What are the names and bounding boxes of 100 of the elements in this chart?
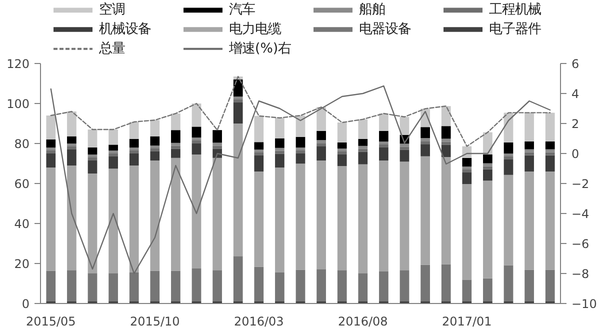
bar: [171, 158, 180, 271]
bar: [316, 140, 326, 144]
bar: [67, 146, 76, 150]
bar: [545, 152, 555, 156]
bar: [129, 154, 139, 166]
bar: [88, 154, 98, 158]
bar: [171, 148, 180, 158]
bar: [441, 106, 451, 126]
bar: [129, 150, 139, 154]
legend-label: 电器设备: [359, 22, 411, 37]
bar: [233, 102, 243, 124]
bar: [337, 152, 347, 154]
bar: [46, 150, 56, 154]
bar: [275, 150, 284, 154]
bar: [108, 144, 118, 150]
bar: [254, 150, 264, 152]
bar: [400, 162, 410, 270]
bar: [67, 150, 76, 166]
bar: [337, 148, 347, 152]
bar: [462, 166, 472, 170]
bar: [67, 136, 76, 144]
bar: [171, 114, 180, 130]
y2-tick-label: −8: [572, 267, 590, 281]
bar: [379, 160, 388, 272]
bar: [337, 154, 347, 166]
bar: [441, 142, 451, 145]
bar: [462, 170, 472, 172]
bar: [316, 143, 326, 146]
bar: [379, 130, 388, 142]
bar: [129, 148, 139, 150]
bar: [483, 154, 492, 164]
bar: [400, 116, 410, 135]
bar: [67, 112, 76, 136]
bar: [358, 152, 368, 164]
bar: [129, 138, 139, 148]
bar: [524, 172, 534, 270]
bar: [462, 158, 472, 166]
y-tick-label: 0: [22, 297, 30, 311]
x-tick-label: 2015/05: [26, 314, 76, 328]
bar: [316, 107, 326, 131]
bar: [150, 152, 160, 160]
bar: [420, 138, 430, 142]
bar: [192, 144, 202, 154]
bar: [233, 96, 243, 100]
bar: [337, 166, 347, 270]
bar: [296, 150, 306, 154]
bar: [441, 138, 451, 142]
y2-tick-label: 4: [572, 87, 580, 101]
bar: [88, 174, 98, 274]
y-tick-label: 120: [6, 57, 30, 71]
bar: [88, 130, 98, 148]
x-tick-label: 2016/03: [234, 314, 284, 328]
bar: [150, 120, 160, 136]
bar: [358, 146, 368, 149]
bar: [316, 146, 326, 160]
bar: [316, 130, 326, 140]
bar: [462, 172, 472, 184]
bar: [400, 146, 410, 150]
bar: [483, 163, 492, 166]
y2-tick-label: 6: [572, 57, 580, 71]
bar: [420, 141, 430, 144]
bar: [212, 130, 222, 143]
y2-tick-label: −4: [572, 207, 590, 221]
bar: [358, 138, 368, 146]
bar: [524, 142, 534, 150]
bar: [358, 164, 368, 274]
legend-label: 机械设备: [99, 22, 151, 37]
legend-label: 空调: [99, 2, 125, 18]
bar: [545, 155, 555, 172]
bar: [254, 172, 264, 267]
bar: [171, 142, 180, 146]
y2-tick-label: −2: [572, 177, 590, 191]
bar: [108, 156, 118, 169]
bar: [296, 136, 306, 148]
legend-label: 工程机械: [489, 2, 541, 18]
bar: [108, 130, 118, 145]
legend-label: 总量: [98, 41, 125, 56]
bar: [67, 144, 76, 146]
bar: [275, 118, 284, 138]
bar: [192, 104, 202, 127]
bar: [400, 144, 410, 147]
bar: [504, 142, 514, 154]
bar: [254, 152, 264, 156]
bar: [524, 112, 534, 142]
bar: [441, 144, 451, 158]
bar: [275, 148, 284, 151]
bar: [275, 168, 284, 272]
bar: [129, 166, 139, 272]
bar: [88, 160, 98, 174]
bar: [192, 140, 202, 144]
bar: [504, 160, 514, 175]
bar: [296, 154, 306, 164]
bar: [108, 150, 118, 154]
bar: [150, 160, 160, 271]
bar: [379, 148, 388, 160]
bar: [483, 166, 492, 170]
bar: [524, 152, 534, 156]
y-tick-label: 60: [14, 177, 30, 191]
bar: [212, 158, 222, 270]
bar: [254, 142, 264, 150]
